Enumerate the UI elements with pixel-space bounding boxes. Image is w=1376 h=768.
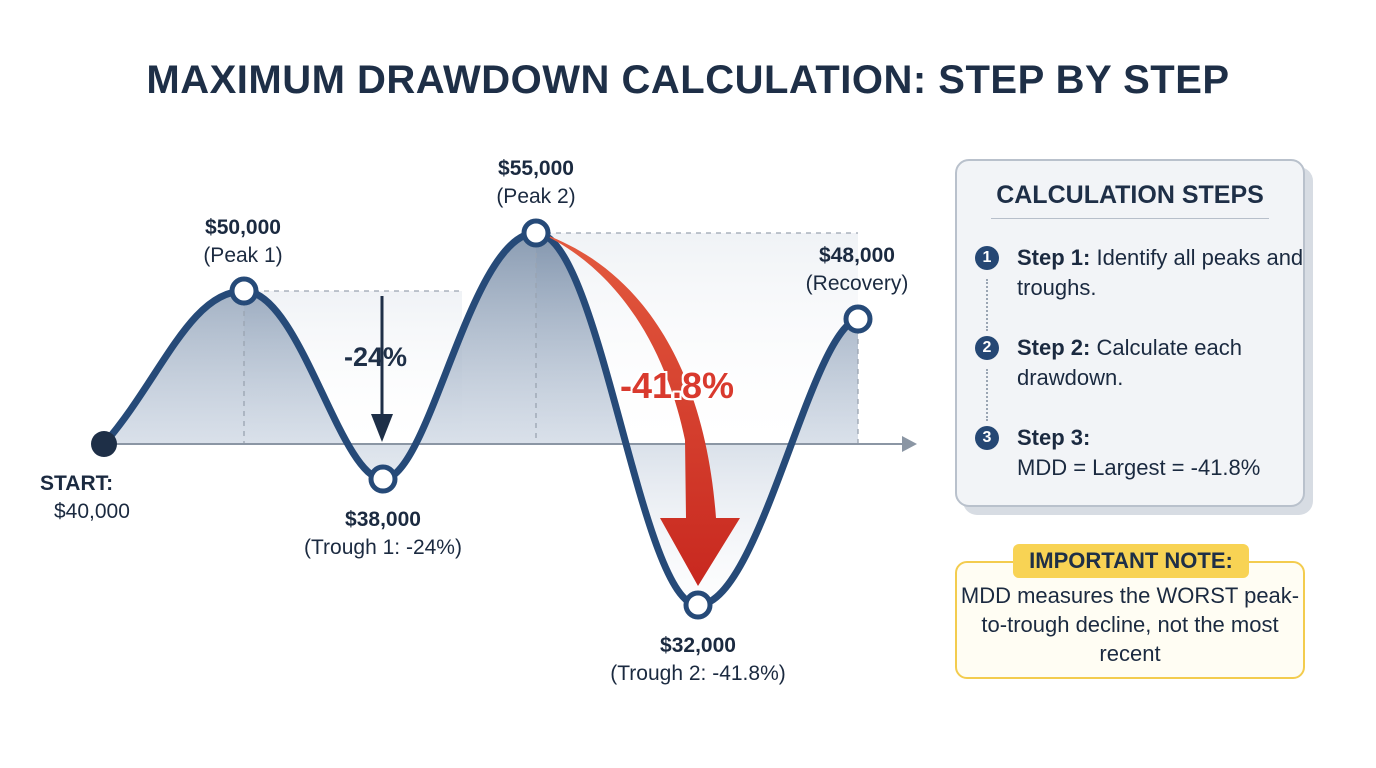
step-3-number: 3	[975, 426, 999, 450]
important-note-badge: IMPORTANT NOTE:	[1013, 544, 1249, 578]
trough1-label: $38,000 (Trough 1: -24%)	[278, 506, 488, 562]
step-connector-2	[986, 369, 988, 421]
page-title: MAXIMUM DRAWDOWN CALCULATION: STEP BY ST…	[146, 58, 1230, 102]
step-2-label: Step 2:	[1017, 335, 1091, 360]
peak1-label: $50,000 (Peak 1)	[168, 214, 318, 270]
recovery-value: $48,000	[819, 244, 895, 267]
important-note-panel: MDD measures the WORST peak-to-trough de…	[955, 561, 1305, 679]
step-1-text: Step 1: Identify all peaks and troughs.	[1017, 243, 1307, 303]
step-2-text: Step 2: Calculate each drawdown.	[1017, 333, 1307, 393]
recovery-marker	[843, 304, 873, 334]
reference-lines	[243, 232, 859, 444]
step-1-label: Step 1:	[1017, 245, 1091, 270]
trough1-value: $38,000	[345, 508, 421, 531]
step-3-text: Step 3: MDD = Largest = -41.8%	[1017, 423, 1307, 483]
peak2-marker	[521, 218, 551, 248]
drawdown-1-arrowhead	[371, 414, 393, 442]
recovery-label: $48,000 (Recovery)	[787, 242, 927, 298]
drawdown-1-label: -24%	[344, 342, 408, 372]
peak1-caption: (Peak 1)	[203, 244, 283, 267]
start-label: START: $40,000	[30, 470, 180, 526]
step-1-number: 1	[975, 246, 999, 270]
peak2-label: $55,000 (Peak 2)	[461, 155, 611, 211]
trough2-value: $32,000	[660, 634, 736, 657]
important-note-text: MDD measures the WORST peak-to-trough de…	[960, 583, 1300, 666]
peak1-marker	[229, 276, 259, 306]
start-label-value: $40,000	[54, 500, 130, 523]
trough2-label: $32,000 (Trough 2: -41.8%)	[583, 632, 813, 688]
step-3-label: Step 3:	[1017, 425, 1091, 450]
peak2-caption: (Peak 2)	[496, 185, 576, 208]
step-2-description: Calculate each drawdown.	[1017, 335, 1243, 390]
trough1-marker	[368, 464, 398, 494]
peak2-value: $55,000	[498, 157, 574, 180]
axis-arrowhead	[902, 436, 917, 452]
drawdown-2-label: -41.8%	[620, 365, 735, 406]
step-1-description: Identify all peaks and troughs.	[1017, 245, 1304, 300]
calculation-steps-panel: CALCULATION STEPS 1 Step 1: Identify all…	[955, 159, 1305, 507]
step-connector-1	[986, 279, 988, 331]
recovery-caption: (Recovery)	[805, 272, 909, 295]
start-label-title: START:	[40, 472, 114, 495]
step-2-number: 2	[975, 336, 999, 360]
steps-divider	[991, 218, 1269, 219]
trough2-marker	[683, 590, 713, 620]
trough2-caption: (Trough 2: -41.8%)	[610, 662, 786, 685]
start-marker	[91, 431, 117, 457]
step-3-description: MDD = Largest = -41.8%	[1017, 455, 1261, 480]
steps-panel-title: CALCULATION STEPS	[996, 181, 1264, 209]
drawdown-2-arrow	[538, 232, 740, 586]
trough1-caption: (Trough 1: -24%)	[304, 536, 462, 559]
value-area	[104, 233, 858, 605]
peak1-value: $50,000	[205, 216, 281, 239]
